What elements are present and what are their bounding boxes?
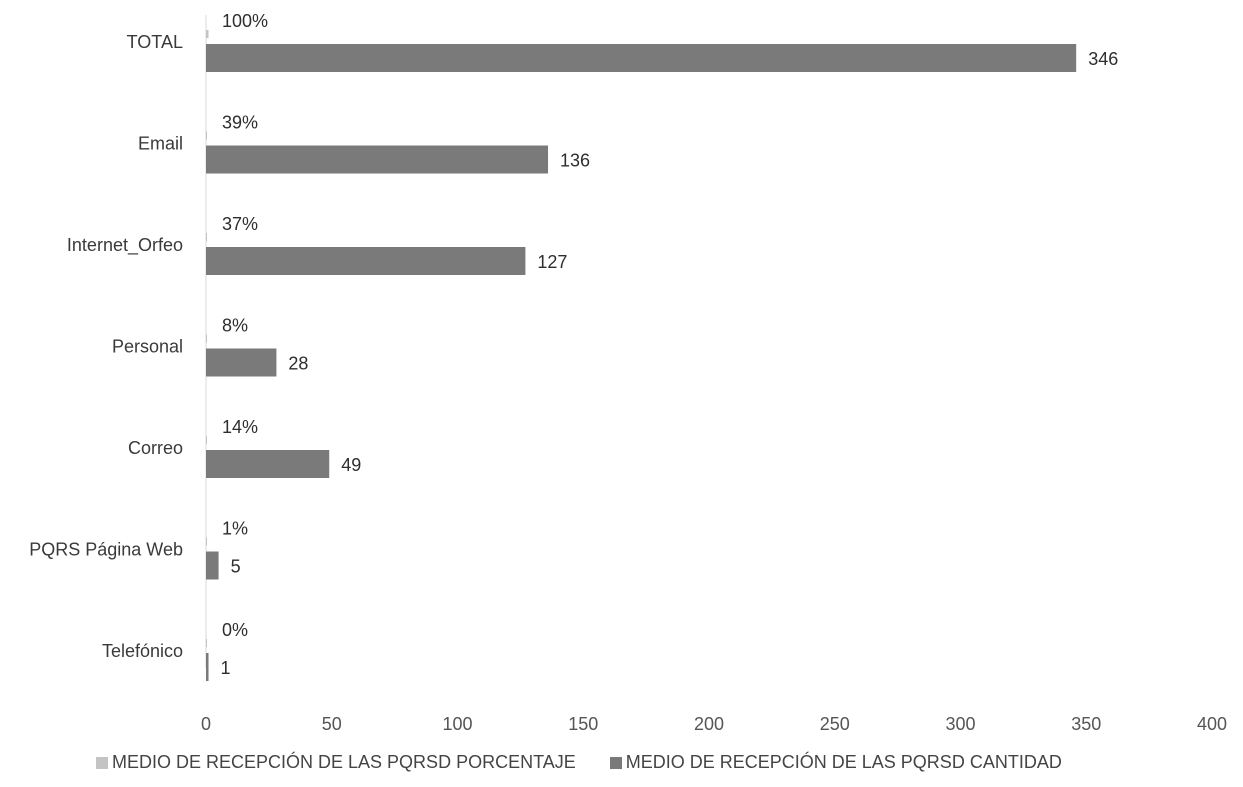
data-label-porcentaje-correo: 14% — [222, 417, 258, 437]
bar-porcentaje-internet-orfeo — [206, 233, 207, 241]
x-tick-label-50: 50 — [322, 714, 342, 734]
category-label-total: TOTAL — [127, 32, 183, 52]
x-tick-label-250: 250 — [820, 714, 850, 734]
category-label-telef-nico: Telefónico — [102, 641, 183, 661]
data-label-cantidad-pqrs-p-gina-web: 5 — [231, 557, 241, 577]
data-label-cantidad-email: 136 — [560, 151, 590, 171]
bar-porcentaje-correo — [206, 436, 207, 444]
bar-cantidad-internet-orfeo — [206, 247, 526, 275]
data-label-porcentaje-personal: 8% — [222, 316, 248, 336]
category-label-pqrs-p-gina-web: PQRS Página Web — [29, 540, 183, 560]
x-tick-label-100: 100 — [442, 714, 472, 734]
data-label-porcentaje-internet-orfeo: 37% — [222, 214, 258, 234]
data-label-porcentaje-pqrs-p-gina-web: 1% — [222, 519, 248, 539]
x-tick-label-350: 350 — [1071, 714, 1101, 734]
legend-label-cantidad: MEDIO DE RECEPCIÓN DE LAS PQRSD CANTIDAD — [625, 752, 1062, 772]
bar-cantidad-total — [206, 44, 1077, 72]
legend-swatch-porcentaje — [96, 756, 108, 769]
bar-cantidad-telef-nico — [206, 653, 209, 681]
bar-porcentaje-email — [206, 131, 207, 140]
x-tick-label-400: 400 — [1197, 714, 1227, 734]
data-label-cantidad-correo: 49 — [341, 455, 361, 475]
x-tick-label-0: 0 — [201, 714, 211, 734]
x-tick-label-150: 150 — [568, 714, 598, 734]
bar-cantidad-email — [206, 145, 549, 174]
bar-porcentaje-telef-nico — [206, 639, 207, 647]
x-tick-label-200: 200 — [694, 714, 724, 734]
data-label-porcentaje-total: 100% — [222, 11, 268, 31]
data-label-cantidad-total: 346 — [1088, 49, 1118, 69]
x-tick-label-300: 300 — [945, 714, 975, 734]
chart-legend: MEDIO DE RECEPCIÓN DE LAS PQRSD PORCENTA… — [96, 752, 1062, 773]
bar-cantidad-personal — [206, 348, 277, 377]
legend-swatch-cantidad — [609, 756, 622, 769]
legend-item-cantidad: MEDIO DE RECEPCIÓN DE LAS PQRSD CANTIDAD — [609, 752, 1062, 773]
data-label-cantidad-personal: 28 — [288, 354, 308, 374]
legend-item-porcentaje: MEDIO DE RECEPCIÓN DE LAS PQRSD PORCENTA… — [96, 752, 576, 773]
bar-cantidad-pqrs-p-gina-web — [206, 551, 219, 580]
category-label-personal: Personal — [112, 337, 183, 357]
category-label-email: Email — [138, 134, 183, 154]
data-label-cantidad-telef-nico: 1 — [221, 658, 231, 678]
data-label-porcentaje-telef-nico: 0% — [222, 620, 248, 640]
bar-porcentaje-personal — [206, 334, 207, 343]
data-label-cantidad-internet-orfeo: 127 — [537, 252, 567, 272]
bar-porcentaje-pqrs-p-gina-web — [206, 537, 207, 546]
legend-label-porcentaje: MEDIO DE RECEPCIÓN DE LAS PQRSD PORCENTA… — [112, 752, 576, 772]
category-label-correo: Correo — [128, 438, 183, 458]
bar-porcentaje-total — [206, 30, 209, 38]
data-label-porcentaje-email: 39% — [222, 113, 258, 133]
bar-cantidad-correo — [206, 450, 330, 478]
category-label-internet-orfeo: Internet_Orfeo — [67, 235, 183, 256]
